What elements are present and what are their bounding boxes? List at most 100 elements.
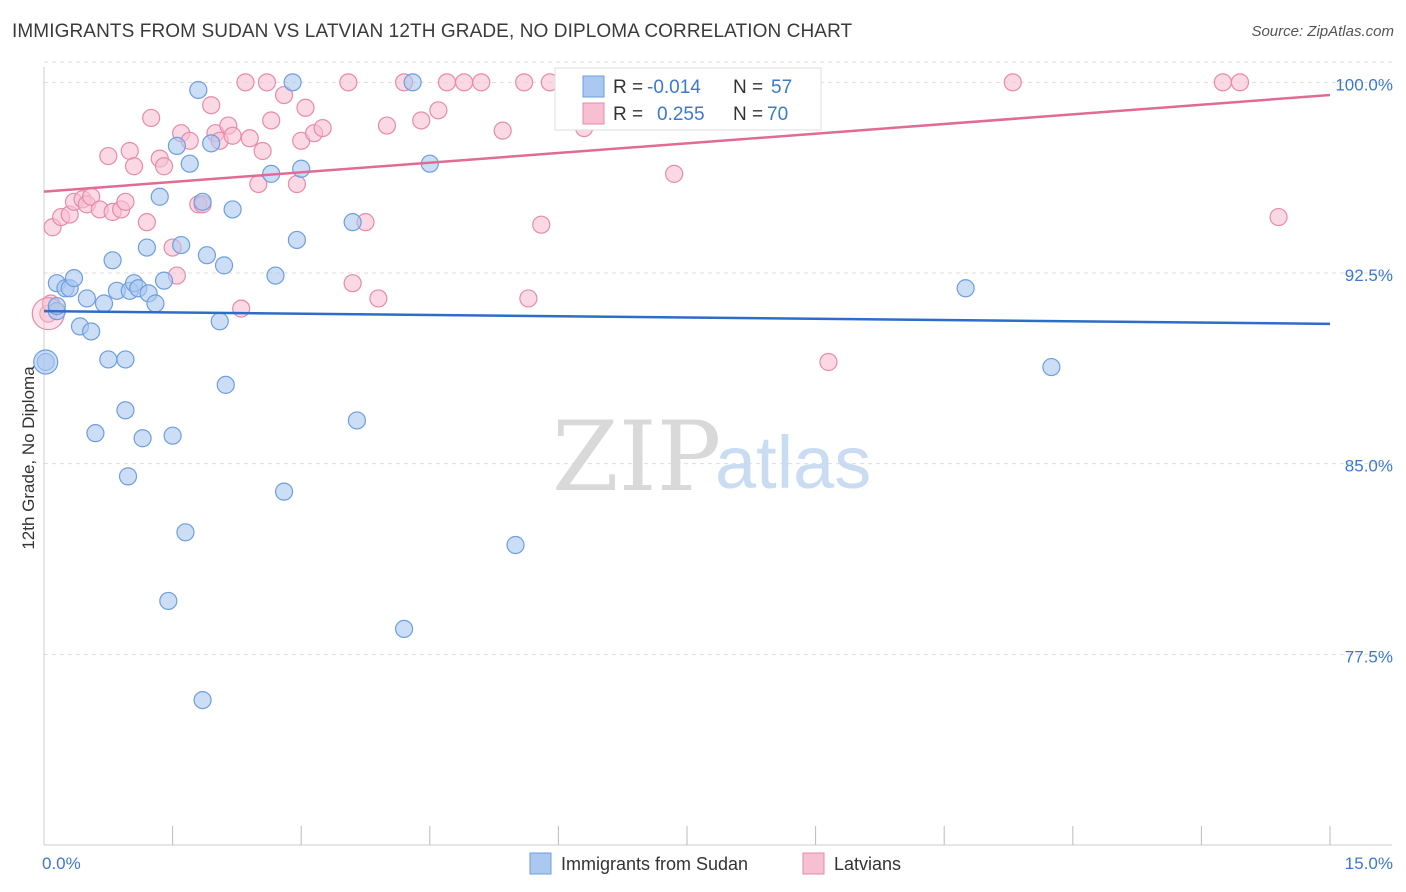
data-point [665,164,684,183]
y-tick-label: 92.5% [1345,266,1393,285]
data-point [339,73,358,92]
legend-n-value-2: 70 [767,104,788,125]
data-point [189,80,208,100]
data-point [137,238,156,257]
data-point [210,312,229,331]
data-point [506,535,525,555]
data-point [347,411,367,430]
data-point [116,401,135,420]
legend-series-latvians: Latvians [834,854,901,874]
y-tick-label: 100.0% [1335,75,1393,94]
sudan-trend-line [43,309,1331,326]
data-point [124,157,144,176]
x-tick-label: 0.0% [42,854,81,873]
legend-r-label-2: R = [613,104,643,125]
y-tick-label: 77.5% [1345,647,1393,666]
axes [43,67,1392,846]
y-tick-label: 85.0% [1345,457,1393,476]
watermark-zip: ZIP [552,401,721,513]
data-point [1269,207,1288,227]
data-point [99,350,118,369]
data-point [394,619,414,639]
sudan-points [33,73,1061,710]
data-point [274,85,294,105]
data-point [99,146,118,166]
legend-r-label-1: R = [613,77,643,98]
data-point [154,157,174,176]
legend-n-label-2: N = [733,104,763,125]
legend-swatch-bottom-sudan [529,852,552,875]
data-point [313,118,332,138]
data-point [193,690,212,710]
data-point [519,289,538,308]
data-point [176,523,195,542]
data-point [94,294,114,313]
data-point [403,73,422,92]
data-point [412,111,431,130]
data-point [150,187,169,206]
data-point [377,116,397,135]
data-point [493,121,512,140]
data-point [232,299,251,318]
data-point [118,467,138,486]
x-tick-labels: 0.0% 15.0% [42,854,1393,873]
data-point [64,268,84,288]
data-point [472,73,491,92]
data-point [82,322,101,341]
legend-series-sudan: Immigrants from Sudan [561,854,748,874]
legend-r-value-1: -0.014 [647,77,701,98]
data-point [86,424,105,443]
data-point [283,73,302,92]
legend-swatch-sudan [582,75,605,98]
watermark-atlas: atlas [715,421,871,504]
data-point [1042,357,1061,377]
series-legend: Immigrants from Sudan Latvians [529,852,901,875]
y-tick-labels: 77.5% 85.0% 92.5% 100.0% [1335,75,1393,666]
data-point [137,213,156,232]
data-point [163,426,182,445]
data-point [287,230,307,250]
data-point [292,159,311,178]
data-point [116,192,135,211]
data-point [532,215,551,234]
data-point [197,246,216,265]
data-point [180,154,199,173]
data-point [1230,73,1250,92]
watermark: ZIP atlas [552,401,871,513]
data-point [1003,73,1022,92]
data-point [33,349,59,375]
data-point [120,141,139,161]
data-point [1213,73,1232,92]
trend-lines [43,93,1331,326]
data-point [142,108,161,128]
data-point [257,73,277,92]
data-point [214,256,234,275]
data-point [515,73,534,92]
legend-n-value-1: 57 [771,77,792,98]
legend-n-label-1: N = [733,77,763,98]
data-point [223,126,242,145]
data-point [133,429,152,448]
legend-swatch-bottom-latvians [802,852,825,875]
data-point [253,141,272,161]
data-point [159,591,178,611]
x-tick-label: 15.0% [1345,854,1393,873]
data-point [819,352,838,372]
data-point [454,73,474,92]
source-label: Source: ZipAtlas.com [1251,23,1394,40]
legend-r-value-2: 0.255 [657,104,705,125]
data-point [202,134,221,153]
data-point [262,111,281,130]
data-point [193,192,212,211]
data-point [343,274,362,293]
data-point [202,96,221,115]
data-point [154,271,174,290]
data-point [172,235,191,255]
data-point [296,98,315,117]
data-point [429,101,448,120]
data-point [167,136,186,155]
data-point [369,289,388,308]
data-point [223,200,242,219]
data-point [274,482,294,501]
data-point [240,129,259,148]
